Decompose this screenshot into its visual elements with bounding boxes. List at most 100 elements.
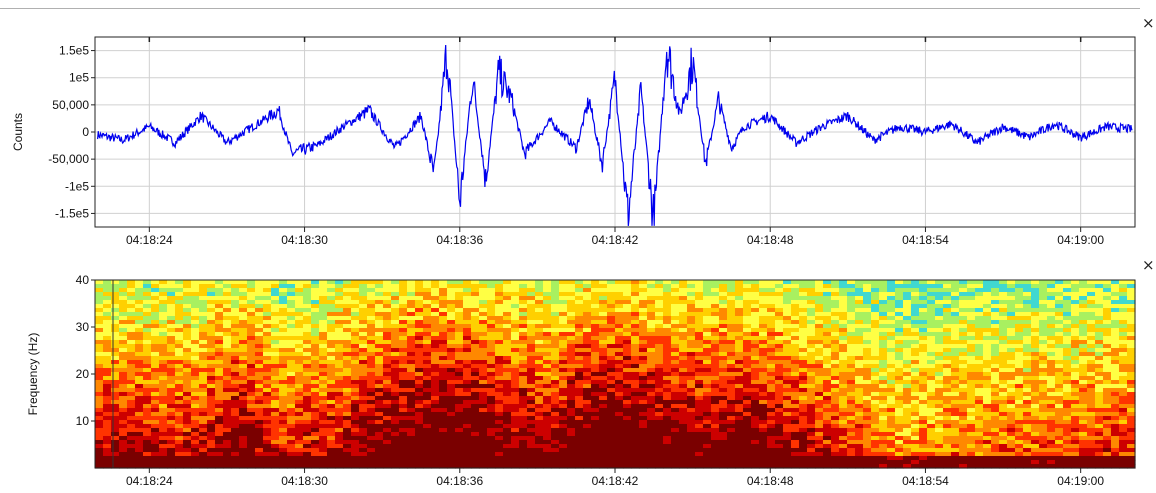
spectrogram-cell xyxy=(127,436,136,441)
spectrogram-cell xyxy=(447,336,456,341)
spectrogram-cell xyxy=(143,392,152,397)
spectrogram-cell xyxy=(687,452,696,457)
spectrogram-cell xyxy=(399,336,408,341)
spectrogram-cell xyxy=(503,392,512,397)
close-waveform-panel-icon[interactable]: × xyxy=(1142,14,1155,32)
spectrogram-cell xyxy=(407,436,416,441)
spectrogram-cell xyxy=(879,396,888,401)
spectrogram-cell xyxy=(679,340,688,345)
spectrogram-cell xyxy=(407,384,416,389)
spectrogram-cell xyxy=(871,460,880,465)
spectrogram-cell xyxy=(343,396,352,401)
spectrogram-cell xyxy=(207,356,216,361)
spectrogram-cell xyxy=(159,348,168,353)
spectrogram-cell xyxy=(439,380,448,385)
spectrogram-cell xyxy=(495,280,504,285)
spectrogram-cell xyxy=(295,340,304,345)
spectrogram-cell xyxy=(135,380,144,385)
spectrogram-cell xyxy=(135,296,144,301)
spectrogram-cell xyxy=(527,464,536,469)
spectrogram-cell xyxy=(807,404,816,409)
spectrogram-cell xyxy=(711,440,720,445)
spectrogram-cell xyxy=(415,464,424,469)
spectrogram-cell xyxy=(455,412,464,417)
spectrogram-cell xyxy=(527,420,536,425)
spectrogram-cell xyxy=(335,356,344,361)
spectrogram-cell xyxy=(151,280,160,285)
spectrogram-cell xyxy=(919,280,928,285)
spectrogram-cell xyxy=(871,380,880,385)
spectrogram-cell xyxy=(487,352,496,357)
spectrogram-cell xyxy=(455,452,464,457)
spectrogram-cell xyxy=(431,464,440,469)
spectrogram-cell xyxy=(927,420,936,425)
spectrogram-cell xyxy=(663,312,672,317)
spectrogram-cell xyxy=(455,340,464,345)
spectrogram-cell xyxy=(479,432,488,437)
spectrogram-cell xyxy=(831,452,840,457)
spectrogram-cell xyxy=(135,452,144,457)
spectrogram-cell xyxy=(447,344,456,349)
spectrogram-cell xyxy=(151,356,160,361)
spectrogram-cell xyxy=(615,432,624,437)
spectrogram-cell xyxy=(591,340,600,345)
spectrogram-cell xyxy=(191,292,200,297)
spectrogram-cell xyxy=(527,428,536,433)
spectrogram-cell xyxy=(167,372,176,377)
spectrogram-cell xyxy=(831,320,840,325)
spectrogram-cell xyxy=(623,416,632,421)
spectrogram-cells xyxy=(95,280,1136,469)
spectrogram-cell xyxy=(367,340,376,345)
spectrogram-cell xyxy=(599,316,608,321)
spectrogram-cell xyxy=(711,312,720,317)
spectrogram-cell xyxy=(399,376,408,381)
spectrogram-cell xyxy=(751,360,760,365)
spectrogram-cell xyxy=(487,328,496,333)
spectrogram-cell xyxy=(711,448,720,453)
spectrogram-cell xyxy=(751,308,760,313)
spectrogram-cell xyxy=(447,392,456,397)
spectrogram-cell xyxy=(479,288,488,293)
spectrogram-cell xyxy=(783,460,792,465)
spectrogram-cell xyxy=(319,392,328,397)
spectrogram-cell xyxy=(823,412,832,417)
spectrogram-cell xyxy=(919,440,928,445)
spectrogram-cell xyxy=(903,408,912,413)
spectrogram-cell xyxy=(303,304,312,309)
spectrogram-cell xyxy=(775,328,784,333)
spectrogram-cell xyxy=(863,444,872,449)
spectrogram-cell xyxy=(575,308,584,313)
spectrogram-cell xyxy=(207,312,216,317)
spectrogram-cell xyxy=(159,368,168,373)
top-divider xyxy=(0,8,1140,9)
spectrogram-cell xyxy=(127,296,136,301)
spectrogram-cell xyxy=(711,308,720,313)
spectrogram-cell xyxy=(791,440,800,445)
spectrogram-cell xyxy=(551,308,560,313)
spectrogram-cell xyxy=(543,368,552,373)
spectrogram-cell xyxy=(239,396,248,401)
spectrogram-cell xyxy=(807,356,816,361)
spectrogram-cell xyxy=(815,412,824,417)
spectrogram-cell xyxy=(831,332,840,337)
spectrogram-cell xyxy=(847,400,856,405)
spectrogram-cell xyxy=(311,356,320,361)
spectrogram-cell xyxy=(503,420,512,425)
spectrogram-cell xyxy=(287,436,296,441)
spectrogram-cell xyxy=(639,328,648,333)
spectrogram-cell xyxy=(767,424,776,429)
spectrogram-cell xyxy=(287,380,296,385)
spectrogram-cell xyxy=(375,440,384,445)
spectrogram-cell xyxy=(759,440,768,445)
spectrogram-cell xyxy=(215,288,224,293)
spectrogram-cell xyxy=(247,444,256,449)
spectrogram-cell xyxy=(631,336,640,341)
spectrogram-cell xyxy=(687,384,696,389)
spectrogram-cell xyxy=(231,356,240,361)
spectrogram-cell xyxy=(535,380,544,385)
close-spectrogram-panel-icon[interactable]: × xyxy=(1142,256,1155,274)
spectrogram-cell xyxy=(727,348,736,353)
spectrogram-cell xyxy=(279,456,288,461)
spectrogram-cell xyxy=(487,376,496,381)
spectrogram-cell xyxy=(303,452,312,457)
